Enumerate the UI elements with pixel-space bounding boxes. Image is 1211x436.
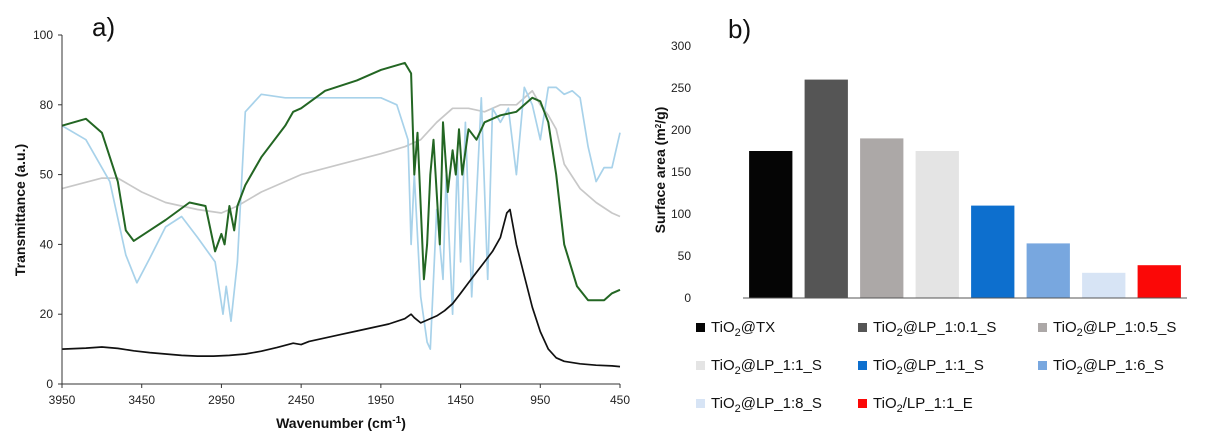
legend-swatch	[696, 361, 705, 370]
y-tick-label: 40	[40, 237, 54, 251]
bar	[804, 79, 848, 298]
x-tick-label: 3950	[49, 393, 76, 407]
legend-label: TiO2@TX	[711, 319, 775, 339]
x-tick-label: 2950	[208, 393, 235, 407]
bar-y-axis-title: Surface area (m2/g)	[652, 107, 668, 234]
bar	[915, 151, 959, 298]
ftir-series-line	[61, 61, 621, 302]
legend-swatch	[1038, 361, 1047, 370]
x-tick-label: 950	[530, 393, 550, 407]
y-tick-label: 200	[671, 123, 691, 137]
legend-item: TiO2@LP_1:0.1_S	[858, 319, 996, 339]
legend-label: TiO2@LP_1:0.1_S	[873, 319, 996, 339]
x-tick-label: 2450	[288, 393, 315, 407]
legend-label: TiO2@LP_1:1_S	[873, 357, 984, 377]
x-tick-label: 3450	[128, 393, 155, 407]
legend-label: TiO2/LP_1:1_E	[873, 395, 973, 415]
ftir-panel: a) 3950 3450 2950 2450 1950 1450 950 450 0 20 40 5…	[12, 12, 630, 431]
legend-item: TiO2@LP_1:0.5_S	[1038, 319, 1176, 339]
panel-b-label: b)	[728, 14, 751, 44]
ftir-x-axis-title: Wavenumber (cm-1)	[276, 415, 406, 431]
legend-label: TiO2@LP_1:1_S	[711, 357, 822, 377]
legend-label: TiO2@LP_1:6_S	[1053, 357, 1164, 377]
y-tick-label: 20	[40, 307, 54, 321]
legend-swatch	[858, 323, 867, 332]
ftir-series-line	[61, 89, 621, 218]
ftir-y-ticks: 0 20 40 50 80 100	[33, 28, 62, 391]
surface-area-panel: b) 0 50 100 150 200 250 300 Surface area (m2/g…	[652, 14, 1187, 415]
legend-label: TiO2@LP_1:0.5_S	[1053, 319, 1176, 339]
legend-swatch	[858, 361, 867, 370]
bar-group	[749, 79, 1181, 298]
x-tick-label: 1450	[447, 393, 474, 407]
x-tick-label: 1950	[368, 393, 395, 407]
bar-legend: TiO2@TX TiO2@LP_1:0.1_S TiO2@LP_1:0.5_S TiO…	[696, 319, 1176, 415]
legend-item: TiO2@LP_1:1_S	[696, 357, 822, 377]
bar-y-ticks: 0 50 100 150 200 250 300	[671, 39, 691, 305]
y-tick-label: 0	[46, 377, 53, 391]
y-tick-label: 300	[671, 39, 691, 53]
y-tick-label: 250	[671, 81, 691, 95]
y-tick-label: 50	[40, 168, 54, 182]
bar	[1026, 243, 1070, 298]
y-tick-label: 100	[33, 28, 53, 42]
ftir-series-group	[61, 61, 621, 368]
y-tick-label: 0	[684, 291, 691, 305]
y-tick-label: 50	[678, 249, 692, 263]
legend-swatch	[696, 323, 705, 332]
ftir-y-axis-title: Transmittance (a.u.)	[12, 144, 28, 276]
legend-swatch	[858, 399, 867, 408]
ftir-series-line	[61, 208, 621, 368]
legend-item: TiO2@LP_1:6_S	[1038, 357, 1164, 377]
x-tick-label: 450	[610, 393, 630, 407]
ftir-series-line	[61, 86, 621, 350]
legend-label: TiO2@LP_1:8_S	[711, 395, 822, 415]
legend-swatch	[1038, 323, 1047, 332]
legend-item: TiO2@LP_1:1_S	[858, 357, 984, 377]
ftir-x-ticks: 3950 3450 2950 2450 1950 1450 950 450	[49, 384, 630, 407]
panel-a-label: a)	[92, 12, 115, 42]
legend-item: TiO2@LP_1:8_S	[696, 395, 822, 415]
y-tick-label: 150	[671, 165, 691, 179]
bar	[749, 151, 793, 298]
bar	[860, 138, 904, 298]
bar	[1082, 272, 1126, 298]
legend-item: TiO2@TX	[696, 319, 775, 339]
bar	[971, 205, 1015, 298]
y-tick-label: 80	[40, 98, 54, 112]
legend-swatch	[696, 399, 705, 408]
y-tick-label: 100	[671, 207, 691, 221]
bar	[1137, 265, 1181, 298]
legend-item: TiO2/LP_1:1_E	[858, 395, 973, 415]
